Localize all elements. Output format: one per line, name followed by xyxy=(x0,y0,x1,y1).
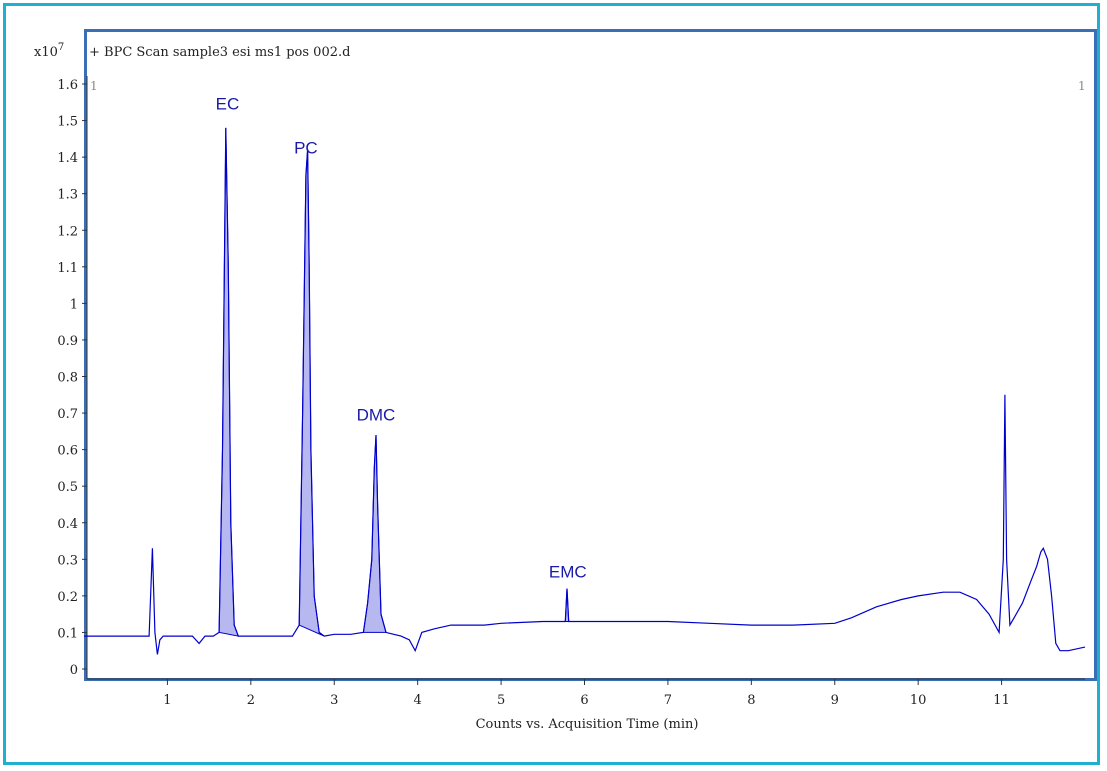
y-tick-label: 1.4 xyxy=(57,151,78,166)
x-tick-label: 6 xyxy=(580,693,588,708)
y-tick-label: 0.5 xyxy=(57,480,78,495)
x-tick-label: 2 xyxy=(247,693,255,708)
y-multiplier: x107 xyxy=(34,42,64,60)
series-lines xyxy=(84,127,1086,655)
y-tick-label: 0.8 xyxy=(57,371,78,386)
y-tick-label: 0.9 xyxy=(57,334,78,349)
x-tick-label: 4 xyxy=(414,693,422,708)
y-tick-label: 1.1 xyxy=(57,261,78,276)
peak-fills xyxy=(218,127,571,637)
x-tick-label: 5 xyxy=(497,693,505,708)
corner-label-right: 1 xyxy=(1078,79,1086,93)
x-tick-label: 10 xyxy=(910,693,927,708)
x-tick-label: 3 xyxy=(330,693,338,708)
y-tick-label: 0.3 xyxy=(57,553,78,568)
peak-label: EMC xyxy=(549,563,587,582)
y-tick-label: 0.6 xyxy=(57,444,78,459)
y-tick-label: 0.1 xyxy=(57,626,78,641)
y-tick-label: 0.4 xyxy=(57,517,78,532)
x-axis: 1 2 3 4 5 6 7 8 9 10 11 xyxy=(87,678,1085,708)
y-tick-label: 0 xyxy=(70,663,78,678)
x-axis-label: Counts vs. Acquisition Time (min) xyxy=(476,717,699,732)
y-tick-label: 1.5 xyxy=(57,115,78,130)
y-axis: 0 0.1 0.2 0.3 0.4 0.5 0.6 0.7 0.8 0.9 1 1.1 1.2 1.3 1.… xyxy=(57,76,88,679)
bpc-trace xyxy=(84,127,1086,655)
peak-annotations: EC PC DMC EMC xyxy=(216,95,587,582)
plot-area-frame xyxy=(84,29,1097,681)
y-tick-label: 1.2 xyxy=(57,224,78,239)
x-tick-label: 1 xyxy=(163,693,171,708)
y-tick-label: 1 xyxy=(70,297,78,312)
x-tick-label: 7 xyxy=(664,693,672,708)
chart-title: + BPC Scan sample3 esi ms1 pos 002.d xyxy=(89,45,350,60)
x-tick-label: 8 xyxy=(747,693,755,708)
x-tick-label: 9 xyxy=(831,693,839,708)
peak-label: DMC xyxy=(357,405,396,424)
peak-label: PC xyxy=(294,138,318,157)
corner-label-left: 1 xyxy=(90,79,98,93)
y-tick-label: 0.7 xyxy=(57,407,78,422)
peak-label: EC xyxy=(216,95,240,114)
peak-fill xyxy=(218,127,240,637)
y-tick-label: 0.2 xyxy=(57,590,78,605)
y-tick-label: 1.3 xyxy=(57,188,78,203)
y-tick-label: 1.6 xyxy=(57,78,78,93)
x-tick-label: 11 xyxy=(993,693,1010,708)
